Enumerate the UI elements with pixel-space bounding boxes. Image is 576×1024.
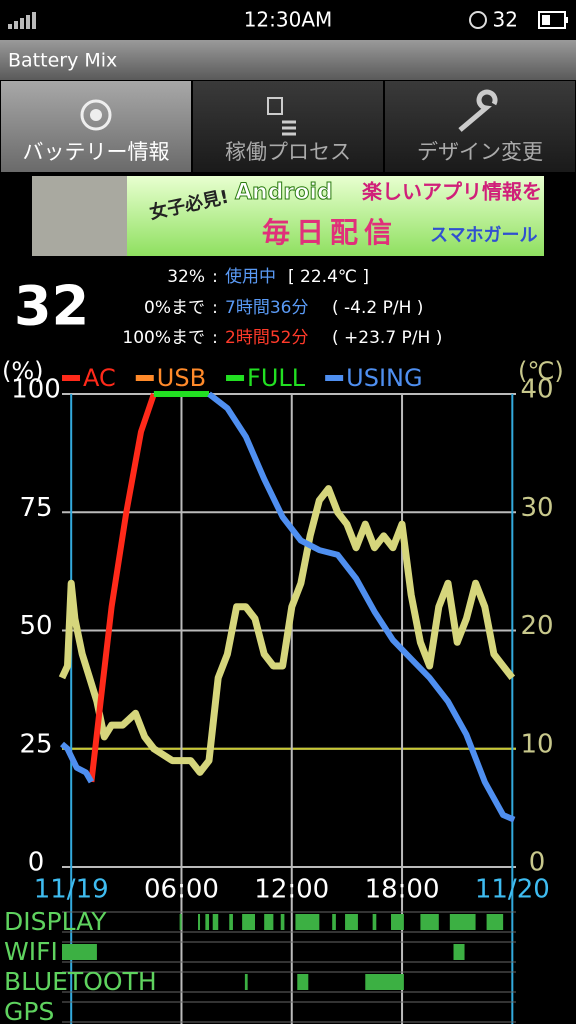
label: 100%まで — [122, 328, 205, 348]
activity-label: DISPLAY — [4, 907, 107, 936]
time-to-full: 2時間52分 — [225, 328, 308, 348]
summary: 32 32% : 使用中 [ 22.4℃ ] 0%まで : 7時間36分 ( -… — [14, 266, 442, 348]
sync-icon — [469, 11, 487, 29]
activity-bar — [179, 914, 182, 930]
tab-label: バッテリー情報 — [23, 140, 170, 164]
tab[interactable] — [1, 81, 191, 172]
activity-bar — [62, 944, 97, 960]
tab-icon — [282, 120, 296, 136]
label: 32% — [167, 267, 205, 287]
app-title: Battery Mix — [8, 50, 117, 72]
rate: ( +23.7 P/H ) — [332, 328, 442, 348]
banner-text: 楽しいアプリ情報を — [362, 180, 542, 204]
activity-bar — [449, 914, 476, 930]
activity-bar — [453, 944, 465, 960]
y2-axis-label: (℃) — [518, 357, 564, 385]
activity-bar — [332, 914, 336, 930]
series-line — [58, 485, 516, 776]
activity-bar — [420, 914, 439, 930]
activity-bar — [486, 914, 504, 930]
tab-label: 稼働プロセス — [225, 140, 351, 164]
tab-label: デザイン変更 — [417, 140, 543, 164]
legend-label: USING — [346, 364, 422, 392]
series-line — [88, 393, 157, 783]
activity-bar — [295, 914, 320, 930]
y-tick-label: 0 — [28, 848, 45, 878]
y-axis-label: (%) — [2, 357, 44, 385]
activity-bar — [297, 974, 309, 990]
status-bar: 12:30AM 32 — [0, 0, 576, 40]
temperature: [ 22.4℃ ] — [288, 267, 369, 287]
legend-label: AC — [83, 364, 116, 392]
tab-bar: バッテリー情報 稼働プロセス デザイン変更 — [1, 81, 575, 172]
activity-bar — [242, 914, 255, 930]
activity-bar — [365, 974, 404, 990]
banner-text: スマホガール — [430, 225, 537, 246]
x-tick-label: 11/20 — [475, 875, 550, 905]
battery-icon — [538, 11, 568, 29]
clock: 12:30AM — [244, 8, 333, 32]
y2-tick-label: 0 — [529, 848, 546, 878]
status-bg — [0, 0, 576, 40]
level-big: 32 — [14, 275, 89, 338]
activity-bar — [229, 914, 233, 930]
activity-bar — [391, 914, 404, 930]
activity-label: WIFI — [4, 937, 58, 966]
time-to-empty: 7時間36分 — [225, 298, 308, 318]
activity-bar — [205, 914, 210, 930]
legend-label: USB — [157, 364, 206, 392]
banner-text: 毎日配信 — [262, 216, 398, 249]
legend-label: FULL — [247, 364, 306, 392]
activity-label: BLUETOOTH — [4, 967, 157, 996]
activity-bar — [372, 914, 377, 930]
tab-icon — [90, 109, 102, 121]
x-tick-label: 18:00 — [365, 875, 440, 905]
tab-icon — [267, 97, 283, 115]
x-tick-label: 12:00 — [254, 875, 329, 905]
banner-text: Android — [235, 180, 333, 205]
y2-tick-label: 30 — [520, 493, 553, 523]
series-line — [60, 391, 516, 823]
activity-bar — [264, 914, 274, 930]
y-tick-label: 50 — [19, 611, 52, 641]
activity-label: GPS — [4, 997, 54, 1024]
battery-level: 32 — [493, 8, 518, 32]
signal-icon — [8, 12, 36, 29]
y2-tick-label: 40 — [520, 375, 553, 405]
app-bar — [0, 40, 576, 80]
y2-tick-label: 10 — [520, 729, 553, 759]
y-tick-label: 25 — [19, 729, 52, 759]
state: 使用中 — [225, 266, 276, 287]
x-tick-label: 06:00 — [144, 875, 219, 905]
tab-icon — [458, 89, 498, 132]
x-tick-label: 11/19 — [34, 875, 109, 905]
banner[interactable]: 女子必見! Android 楽しいアプリ情報を 毎日配信 スマホガール — [32, 176, 544, 256]
activity-bar — [280, 914, 285, 930]
activity-bar — [198, 914, 201, 930]
activity-bar — [244, 974, 248, 990]
tab-icon — [80, 99, 112, 131]
activity-bar — [345, 914, 358, 930]
separator: : — [212, 298, 218, 318]
rate: ( -4.2 P/H ) — [332, 298, 423, 318]
y2-tick-label: 20 — [520, 611, 553, 641]
separator: : — [212, 328, 218, 348]
label: 0%まで — [144, 298, 205, 318]
y-tick-label: 100 — [11, 375, 61, 405]
activity-bar — [212, 914, 219, 930]
banner-photo — [32, 176, 127, 256]
separator: : — [212, 267, 218, 287]
y-tick-label: 75 — [19, 493, 52, 523]
